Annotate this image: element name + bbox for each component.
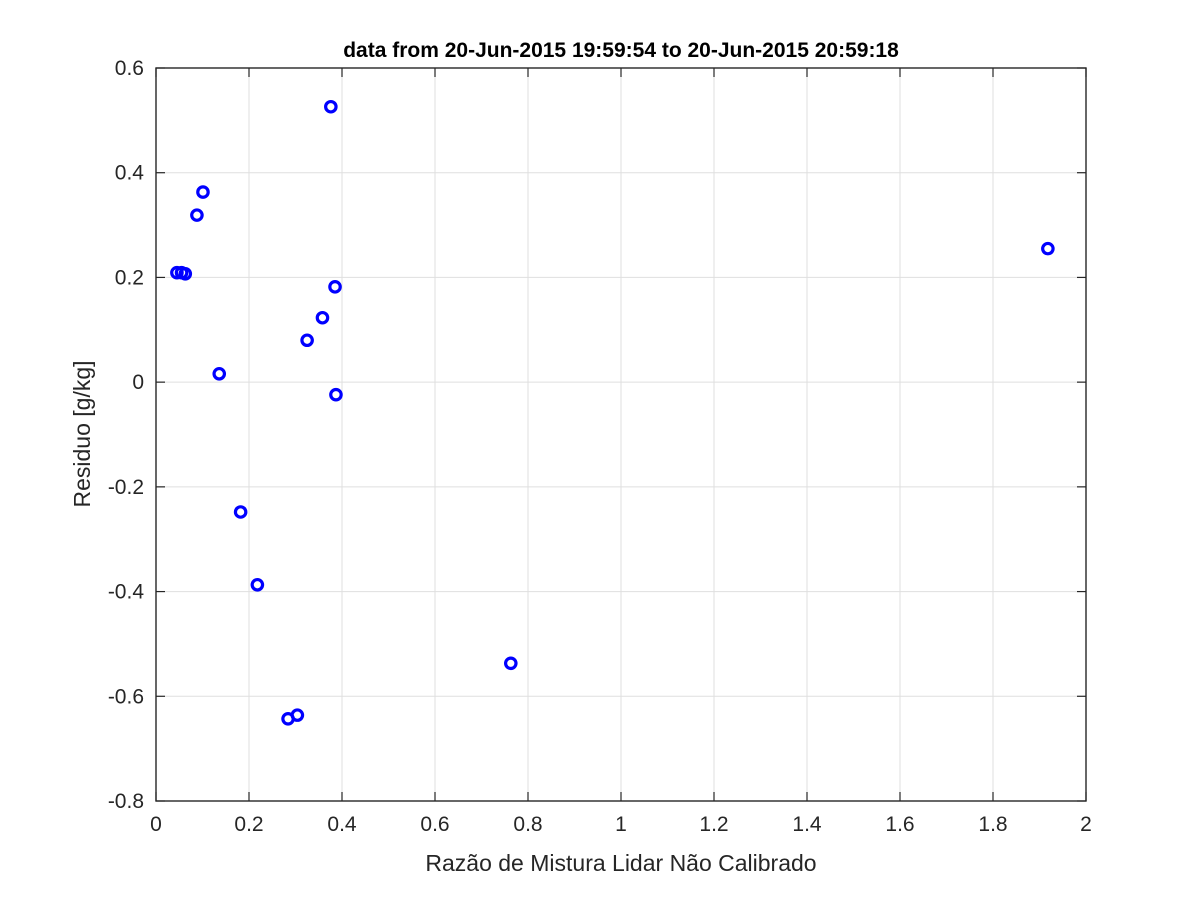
y-tick-label: -0.2 xyxy=(108,476,144,499)
x-tick-label: 1.6 xyxy=(885,813,914,836)
y-tick-label: 0.2 xyxy=(115,266,144,289)
data-point xyxy=(250,577,265,592)
data-point xyxy=(196,185,210,199)
x-tick-label: 0.2 xyxy=(234,813,263,836)
data-point xyxy=(328,280,342,294)
x-tick-label: 1.4 xyxy=(792,813,822,836)
data-point xyxy=(300,333,314,348)
chart-title: data from 20-Jun-2015 19:59:54 to 20-Jun… xyxy=(343,39,899,62)
x-tick-label: 1.2 xyxy=(699,813,728,836)
x-tick-label: 1 xyxy=(615,813,627,836)
y-tick-label: 0.6 xyxy=(115,57,144,80)
y-tick-label: -0.6 xyxy=(108,685,144,708)
data-point xyxy=(290,708,305,722)
data-point xyxy=(233,505,248,519)
data-point xyxy=(212,366,227,381)
y-tick-label: 0.4 xyxy=(115,162,145,185)
x-tick-label: 0.4 xyxy=(327,813,357,836)
x-tick-label: 0.8 xyxy=(513,813,542,836)
y-tick-label: 0 xyxy=(132,371,144,394)
x-tick-labels: 0 0.2 0.4 0.6 0.8 1 1.2 1.4 1.6 1.8 2 xyxy=(150,813,1092,836)
x-tick-label: 2 xyxy=(1080,813,1092,836)
data-points xyxy=(170,99,1055,726)
data-point xyxy=(190,208,204,222)
x-tick-label: 0 xyxy=(150,813,162,836)
x-axis-label: Razão de Mistura Lidar Não Calibrado xyxy=(425,850,816,876)
y-tick-label: -0.8 xyxy=(108,790,144,813)
data-point xyxy=(503,656,518,671)
data-point xyxy=(178,266,193,281)
data-point xyxy=(315,310,330,325)
y-tick-label: -0.4 xyxy=(108,581,145,604)
x-tick-label: 0.6 xyxy=(420,813,449,836)
axis-ticks xyxy=(155,67,1087,802)
data-point xyxy=(170,265,184,280)
data-point xyxy=(1041,241,1055,256)
data-point xyxy=(324,99,338,114)
x-tick-label: 1.8 xyxy=(978,813,1007,836)
data-point xyxy=(329,387,343,402)
y-tick-labels: 0.6 0.4 0.2 0 -0.2 -0.4 -0.6 -0.8 xyxy=(108,57,145,813)
y-axis-label: Residuo [g/kg] xyxy=(69,360,95,507)
